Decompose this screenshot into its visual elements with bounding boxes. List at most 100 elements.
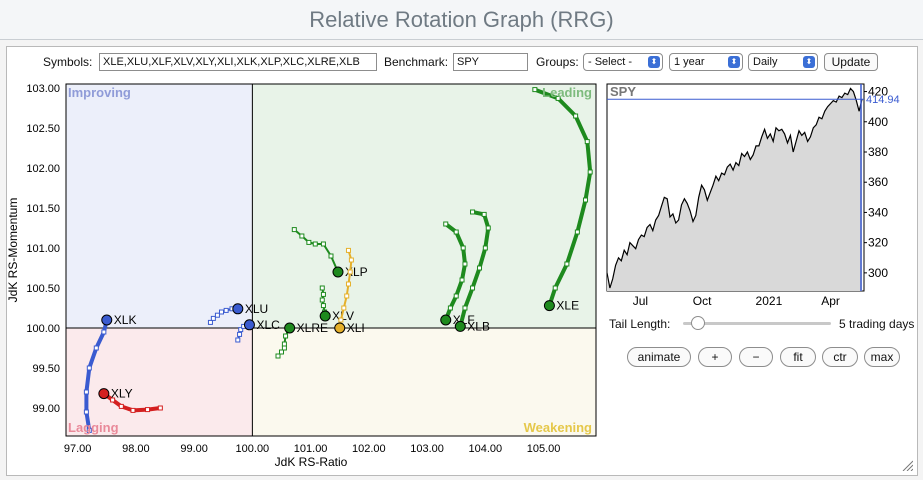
tail-point [291, 227, 297, 233]
tail-xlv[interactable]: XLV [319, 285, 354, 323]
zoom-in-button[interactable]: + [698, 347, 732, 367]
tail-point [93, 345, 99, 351]
head-marker[interactable] [332, 266, 344, 278]
tail-point [130, 407, 136, 413]
spy-y-tick-label: 400 [868, 115, 888, 129]
series-label: XLK [114, 313, 137, 327]
tail-length-slider[interactable] [683, 316, 831, 330]
tail-point [345, 247, 351, 253]
head-marker[interactable] [101, 314, 113, 326]
frequency-select[interactable]: Daily ⬍ [748, 53, 818, 71]
series-label: XLB [467, 319, 490, 333]
head-marker[interactable] [98, 388, 110, 400]
spy-y-tick-label: 320 [868, 236, 888, 250]
tail-xlc[interactable]: XLC [235, 318, 280, 343]
tail-point [207, 319, 213, 325]
tail-point [453, 293, 459, 299]
tail-length-slider-knob[interactable] [690, 316, 705, 330]
zoom-out-button[interactable]: − [739, 347, 773, 367]
tail-point [145, 407, 151, 413]
select-arrows-icon: ⬍ [803, 56, 815, 68]
tail-point [214, 312, 220, 318]
spy-price-line [606, 87, 863, 289]
tail-point [470, 209, 476, 215]
select-arrows-icon: ⬍ [648, 56, 660, 68]
tail-xli[interactable]: XLI [334, 247, 365, 335]
benchmark-label: Benchmark: [384, 55, 449, 69]
tail-point [348, 257, 354, 263]
spy-y-tick-label: 380 [868, 145, 888, 159]
tail-xly[interactable]: XLY [98, 387, 163, 413]
groups-select[interactable]: - Select - ⬍ [583, 53, 663, 71]
head-marker[interactable] [243, 319, 255, 331]
x-tick-label: 103.00 [410, 443, 444, 455]
period-select[interactable]: 1 year ⬍ [669, 53, 743, 71]
quadrant-improving [66, 84, 253, 328]
series-label: XLV [332, 309, 354, 323]
spy-y-tick-label: 340 [868, 205, 888, 219]
series-label: XLRE [297, 321, 328, 335]
rrg-panel: Symbols: XLE,XLU,XLF,XLV,XLY,XLI,XLK,XLP… [6, 46, 918, 476]
y-tick-label: 99.00 [32, 403, 60, 415]
tail-point [552, 285, 558, 291]
max-button[interactable]: max [864, 347, 900, 367]
tail-point [459, 277, 465, 283]
tail-point [223, 307, 229, 313]
animate-button[interactable]: animate [627, 347, 691, 367]
spy-y-tick-label: 300 [868, 266, 888, 280]
tail-point [460, 245, 466, 251]
tail-xlb[interactable]: XLB [454, 209, 491, 333]
tail-point [481, 211, 487, 217]
tail-point [86, 365, 92, 371]
tail-length-label: Tail Length: [609, 317, 671, 331]
y-tick-label: 99.50 [32, 363, 60, 375]
spy-x-tick-label: Oct [693, 294, 712, 308]
tail-xlre[interactable]: XLRE [275, 321, 328, 359]
tail-xle[interactable]: XLE [532, 87, 593, 313]
spy-area [607, 88, 862, 291]
tail-point [328, 253, 334, 259]
head-marker[interactable] [284, 322, 296, 334]
y-axis-label: JdK RS-Momentum [6, 198, 20, 303]
tail-point [482, 245, 488, 251]
quadrant-label-weakening: Weakening [524, 420, 592, 435]
tail-point [320, 241, 326, 247]
symbols-input[interactable]: XLE,XLU,XLF,XLV,XLY,XLI,XLK,XLP,XLC,XLRE… [99, 53, 377, 71]
tail-point [319, 297, 325, 303]
head-marker[interactable] [319, 310, 331, 322]
series-label: XLY [111, 387, 133, 401]
plot-frame [65, 83, 597, 437]
update-button[interactable]: Update [824, 53, 878, 71]
resize-handle-icon[interactable] [901, 459, 913, 471]
x-tick-label: 101.00 [294, 443, 328, 455]
spy-price-chart: 420 400 380 360 340 320 300 Jul Oct 2021 Apr SPY 4… [606, 83, 900, 308]
rrg-chart: 97.00 98.00 99.00 100.00 101.00 102.00 103.00 1… [6, 83, 597, 469]
tail-length-value: 5 trading days [839, 317, 915, 331]
center-button[interactable]: ctr [822, 347, 858, 367]
x-axis-label: JdK RS-Ratio [275, 455, 348, 469]
tail-point [532, 87, 538, 93]
tail-point [453, 229, 459, 235]
tail-point [485, 225, 491, 231]
tail-point [345, 281, 351, 287]
tail-point [319, 285, 325, 291]
symbols-label: Symbols: [43, 55, 93, 69]
head-marker[interactable] [334, 322, 346, 334]
fit-button[interactable]: fit [780, 347, 816, 367]
head-marker[interactable] [232, 303, 244, 315]
head-marker[interactable] [454, 320, 466, 332]
tail-point [281, 345, 287, 351]
head-marker[interactable] [440, 314, 452, 326]
tail-xlu[interactable]: XLU [207, 302, 268, 325]
quadrant-weakening [252, 328, 596, 436]
y-tick-label: 100.00 [26, 323, 60, 335]
head-marker[interactable] [543, 300, 555, 312]
tail-point [283, 333, 289, 339]
quadrant-leading [252, 84, 596, 328]
tail-xlk[interactable]: XLK [83, 313, 137, 433]
period-select-value: 1 year [674, 56, 705, 68]
series-label: XLU [245, 302, 268, 316]
tail-point [320, 303, 326, 309]
benchmark-input[interactable]: SPY [453, 53, 528, 71]
quadrant-label-lagging: Lagging [68, 420, 119, 435]
